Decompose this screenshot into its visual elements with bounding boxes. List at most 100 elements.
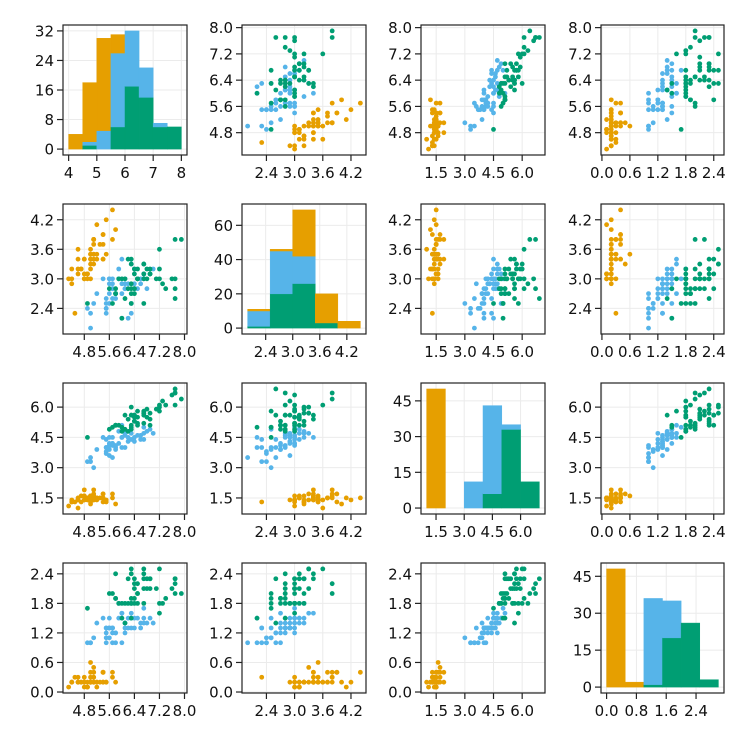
scatter-point <box>510 276 516 282</box>
scatter-point <box>697 64 703 70</box>
scatter-point <box>315 107 321 113</box>
scatter-point <box>433 241 439 247</box>
scatter-point <box>674 276 679 282</box>
y-tick-label: 0 <box>582 679 592 697</box>
scatter-point <box>697 67 703 73</box>
scatter-point <box>254 640 260 646</box>
scatter-point <box>697 261 703 267</box>
x-tick-label: 2.4 <box>254 164 278 182</box>
scatter-point <box>296 615 302 621</box>
scatter-point <box>301 133 307 139</box>
scatter-point <box>292 615 298 621</box>
scatter-point <box>103 451 109 456</box>
scatter-point <box>655 87 661 93</box>
scatter-point <box>296 130 302 136</box>
scatter-point <box>613 251 619 257</box>
scatter-point <box>521 286 527 292</box>
scatter-point <box>343 684 349 690</box>
scatter-point <box>489 271 494 277</box>
x-tick-label: 1.8 <box>674 164 698 182</box>
scatter-point <box>664 428 670 434</box>
x-tick-label: 2.4 <box>702 523 726 541</box>
scatter-point <box>268 635 274 641</box>
x-tick-label: 5.6 <box>97 343 121 361</box>
panel-frame <box>241 382 367 515</box>
scatter-point <box>604 126 609 132</box>
scatter-point <box>688 291 693 297</box>
histogram-bar <box>110 52 126 128</box>
scatter-point <box>287 100 293 106</box>
scatter-point <box>301 493 307 499</box>
scatter-point <box>292 402 298 408</box>
scatter-point <box>110 276 115 282</box>
y-tick-label: 0.0 <box>209 684 233 702</box>
scatter-point <box>320 123 326 129</box>
y-tick-label: 15 <box>573 642 592 660</box>
y-tick-label: 3.0 <box>568 459 592 477</box>
scatter-point <box>533 286 538 292</box>
scatter-point <box>245 640 251 646</box>
scatter-point <box>702 390 707 396</box>
scatter-point <box>135 408 140 414</box>
scatter-point <box>264 635 269 641</box>
scatter-point <box>669 94 675 99</box>
scatter-point <box>613 140 619 145</box>
scatter-point <box>273 445 279 450</box>
scatter-point <box>306 664 312 670</box>
scatter-point <box>306 67 312 73</box>
scatter-point <box>468 640 473 646</box>
scatter-point <box>278 610 283 616</box>
scatter-point <box>287 90 293 96</box>
scatter-point <box>103 630 109 636</box>
x-tick-label: 5.6 <box>97 702 121 720</box>
scatter-point <box>506 596 512 601</box>
scatter-point <box>268 100 274 106</box>
scatter-point <box>664 296 670 301</box>
scatter-point <box>664 281 670 287</box>
histogram-bar <box>520 481 540 509</box>
scatter-point <box>716 402 721 408</box>
histogram-bar <box>292 209 316 257</box>
scatter-point <box>110 281 115 287</box>
scatter-point <box>608 246 614 252</box>
scatter-point <box>310 669 316 675</box>
scatter-point <box>259 107 265 113</box>
scatter-point <box>692 100 698 106</box>
scatter-point <box>315 123 321 129</box>
scatter-point <box>125 625 131 631</box>
scatter-point <box>431 217 437 223</box>
panel-frame <box>62 203 188 335</box>
scatter-point <box>106 286 112 292</box>
scatter-point <box>646 126 651 132</box>
scatter-point <box>287 430 293 436</box>
scatter-point <box>147 271 153 277</box>
scatter-point <box>292 94 298 99</box>
scatter-point <box>433 684 439 690</box>
scatter-point <box>329 487 335 493</box>
scatter-point <box>141 261 147 267</box>
scatter-point <box>683 291 689 297</box>
scatter-point <box>306 404 312 410</box>
histogram-bar <box>96 130 112 150</box>
scatter-point <box>301 620 307 626</box>
scatter-point <box>431 123 437 129</box>
scatter-point <box>627 123 633 129</box>
y-tick-label: 6.0 <box>568 399 592 417</box>
scatter-point <box>315 499 321 505</box>
scatter-point <box>315 679 321 685</box>
scatter-point <box>292 64 298 70</box>
scatter-point <box>692 286 698 292</box>
scatter-point <box>514 67 519 73</box>
scatter-point <box>325 669 330 675</box>
scatter-point <box>72 310 78 316</box>
x-tick-label: 6 <box>120 164 130 182</box>
scatter-point <box>477 635 483 641</box>
scatter-point <box>141 566 147 572</box>
scatter-point <box>604 271 609 277</box>
scatter-point <box>128 596 134 601</box>
scatter-point <box>273 386 279 392</box>
scatter-point <box>91 669 97 675</box>
scatter-point <box>512 286 517 292</box>
scatter-point <box>481 301 487 306</box>
scatter-point <box>310 674 316 680</box>
